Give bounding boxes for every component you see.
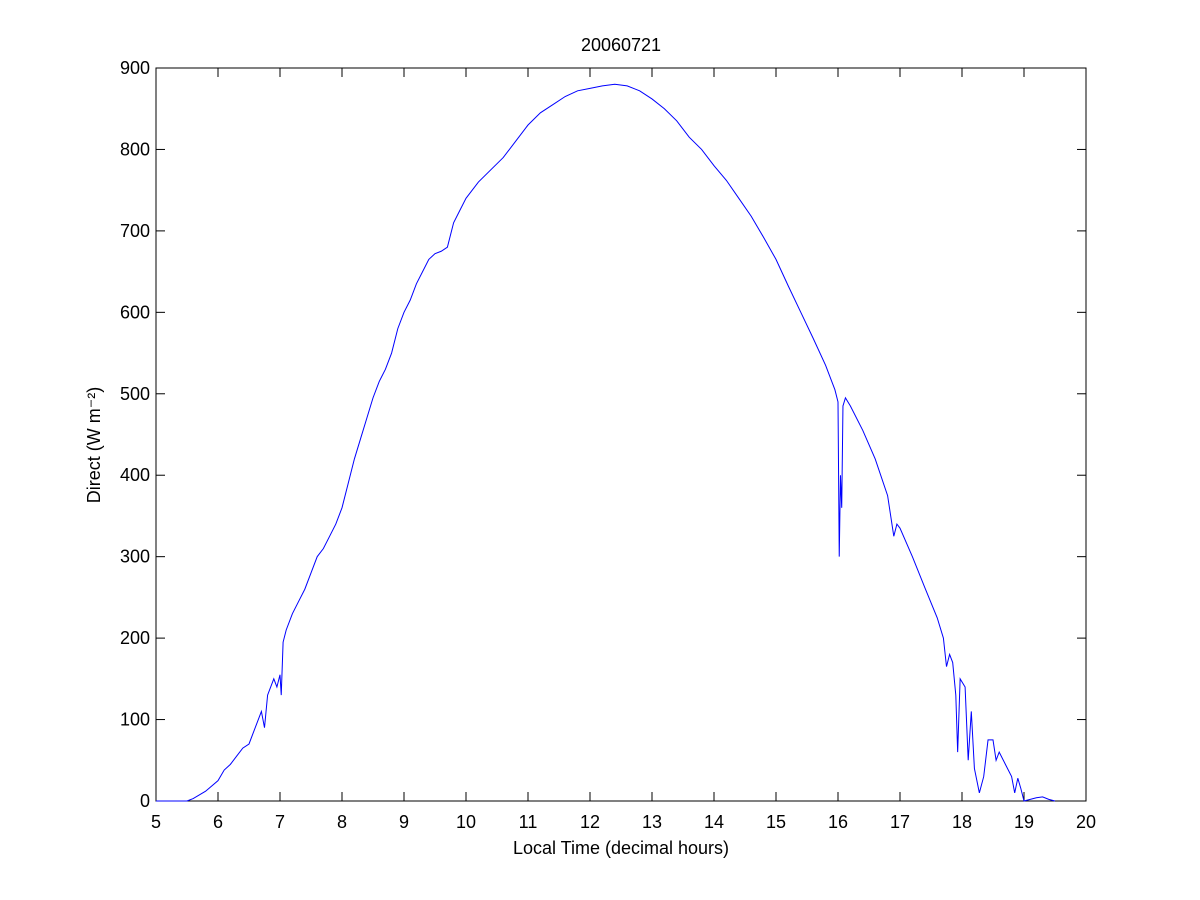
x-tick-label: 7	[275, 812, 285, 832]
y-tick-label: 0	[140, 791, 150, 811]
x-tick-label: 9	[399, 812, 409, 832]
y-tick-label: 300	[120, 547, 150, 567]
y-tick-label: 100	[120, 710, 150, 730]
x-tick-label: 18	[952, 812, 972, 832]
x-tick-label: 13	[642, 812, 662, 832]
x-tick-label: 10	[456, 812, 476, 832]
x-tick-label: 19	[1014, 812, 1034, 832]
y-tick-label: 700	[120, 221, 150, 241]
y-tick-label: 200	[120, 628, 150, 648]
y-tick-label: 400	[120, 465, 150, 485]
y-tick-label: 500	[120, 384, 150, 404]
x-axis-label: Local Time (decimal hours)	[513, 838, 729, 858]
x-tick-label: 15	[766, 812, 786, 832]
y-tick-label: 600	[120, 302, 150, 322]
x-tick-label: 11	[519, 812, 538, 832]
x-tick-label: 12	[580, 812, 600, 832]
x-tick-label: 6	[213, 812, 223, 832]
x-tick-label: 16	[828, 812, 848, 832]
x-tick-label: 17	[890, 812, 910, 832]
x-tick-label: 8	[337, 812, 347, 832]
plot-frame	[155, 67, 1087, 802]
x-tick-label: 20	[1076, 812, 1096, 832]
data-line	[156, 83, 1056, 802]
y-tick-label: 900	[120, 58, 150, 78]
x-tick-label: 5	[151, 812, 161, 832]
x-tick-label: 14	[704, 812, 724, 832]
y-tick-label: 800	[120, 139, 150, 159]
chart-title: 20060721	[581, 35, 661, 55]
y-axis-label: Direct (W m⁻²)	[84, 387, 104, 503]
